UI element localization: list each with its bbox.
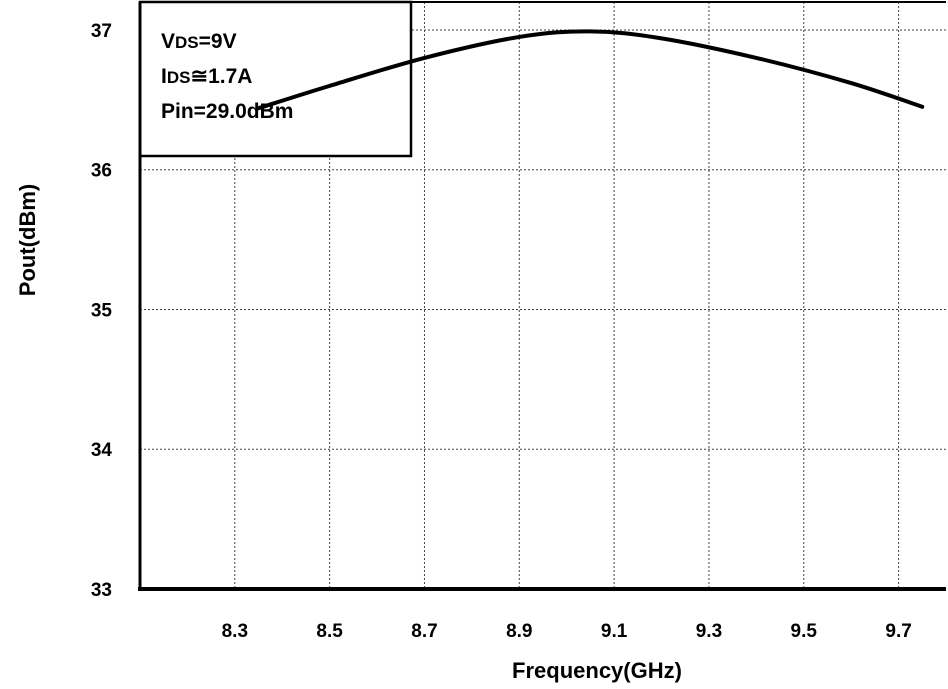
x-tick-label: 9.5 [791,621,818,642]
annotation-vds: VDS=9V [161,30,237,53]
y-tick-label: 36 [91,161,112,182]
y-axis-title: Pout(dBm) [15,184,40,296]
pout-series-line [256,29,925,111]
x-tick-label: 8.7 [411,621,437,642]
x-tick-label: 9.3 [696,621,722,642]
x-tick-label: 8.9 [506,621,532,642]
y-tick-label: 33 [91,580,112,601]
y-tick-label: 34 [91,440,113,461]
x-tick-labels: 8.3 8.5 8.7 8.9 9.1 9.3 9.5 9.7 [222,621,912,642]
x-axis-title: Frequency(GHz) [512,658,682,683]
x-tick-label: 9.1 [601,621,628,642]
condition-annotation: VDS=9V IDS≅1.7A Pin=29.0dBm [138,0,413,158]
axes [138,1,946,591]
x-tick-label: 9.7 [885,621,911,642]
series-layer [256,29,925,111]
y-tick-labels: 33 34 35 36 37 [91,21,113,601]
x-tick-label: 8.3 [222,621,248,642]
y-tick-label: 35 [91,300,113,321]
y-tick-label: 37 [91,21,112,42]
x-tick-label: 8.5 [316,621,343,642]
annotation-ids: IDS≅1.7A [161,65,252,88]
